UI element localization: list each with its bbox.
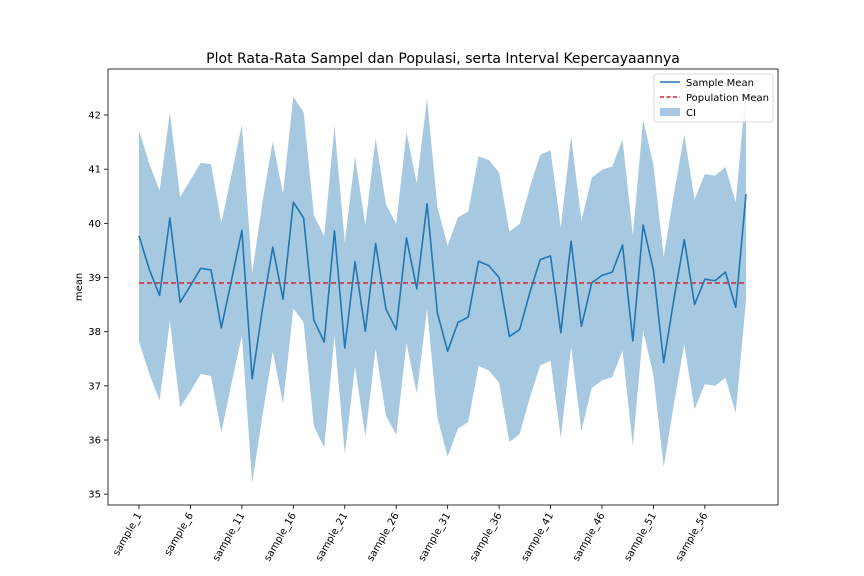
sample-mean-layer <box>138 194 747 380</box>
x-tick-label: sample_26 <box>365 511 402 563</box>
x-tick-label: sample_21 <box>314 511 351 563</box>
legend-box <box>653 73 774 123</box>
x-tick-label: sample_16 <box>262 511 299 563</box>
y-tick-label: 41 <box>88 165 101 176</box>
x-tick-label: sample_51 <box>622 511 659 563</box>
y-tick-label: 35 <box>88 490 101 501</box>
x-axis: sample_1 sample_6 sample_11 sample_16 sample… <box>111 505 710 563</box>
y-axis-label: mean <box>74 273 85 301</box>
y-tick-label: 40 <box>88 219 101 230</box>
y-tick-label: 36 <box>88 436 101 447</box>
x-tick-label: sample_11 <box>211 511 248 563</box>
y-tick-label: 39 <box>88 273 101 284</box>
y-tick-label: 38 <box>88 327 101 338</box>
x-tick-label: sample_36 <box>468 511 505 563</box>
chart-title: Plot Rata-Rata Sampel dan Populasi, sert… <box>206 51 680 67</box>
x-tick-label: sample_46 <box>571 511 608 563</box>
legend-sample-mean-label: Sample Mean <box>686 78 754 89</box>
plot-frame <box>107 68 779 506</box>
legend: Sample Mean Population Mean CI <box>653 73 774 123</box>
sample-mean-line <box>138 194 747 380</box>
x-tick-label: sample_41 <box>520 511 557 563</box>
x-tick-label: sample_56 <box>674 511 711 563</box>
ci-band <box>139 89 746 484</box>
legend-ci-swatch <box>660 108 680 116</box>
legend-population-mean-label: Population Mean <box>686 93 769 104</box>
x-tick-label: sample_31 <box>417 511 454 563</box>
ci-band-layer <box>139 89 746 484</box>
y-tick-label: 42 <box>88 111 101 122</box>
x-tick-label: sample_6 <box>163 511 196 558</box>
y-axis: 35 36 37 38 39 40 41 42 <box>88 111 108 501</box>
x-tick-label: sample_1 <box>111 511 144 558</box>
legend-ci-label: CI <box>686 108 696 119</box>
y-tick-label: 37 <box>88 381 101 392</box>
